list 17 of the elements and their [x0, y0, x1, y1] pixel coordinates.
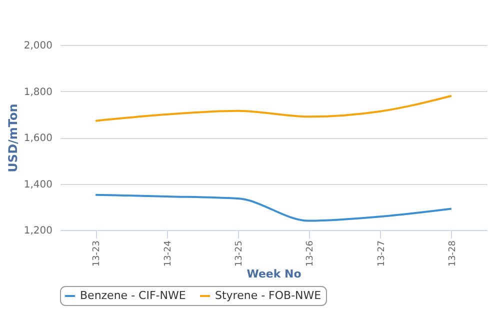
legend-label: Benzene - CIF-NWE	[80, 289, 186, 302]
legend-label: Styrene - FOB-NWE	[215, 289, 322, 302]
x-tick-label: 13-28	[448, 240, 458, 267]
x-tick-label: 13-27	[376, 240, 387, 267]
y-tick-label: 1,200	[24, 226, 52, 236]
y-axis-title: USD/mTon	[6, 104, 20, 172]
y-tick-label: 1,600	[24, 133, 52, 144]
x-tick-label: 13-26	[306, 240, 316, 267]
y-tick-label: 2,000	[24, 40, 52, 52]
line-series	[94, 194, 452, 222]
x-axis-title: Week No	[246, 268, 302, 281]
y-tick-label: 1,400	[24, 179, 52, 190]
line-series	[94, 94, 452, 122]
x-tick-label: 13-24	[163, 240, 174, 267]
y-tick-label: 1,800	[24, 86, 52, 98]
x-tick-label: 13-23	[92, 240, 102, 267]
x-tick-label: 13-25	[234, 240, 244, 267]
